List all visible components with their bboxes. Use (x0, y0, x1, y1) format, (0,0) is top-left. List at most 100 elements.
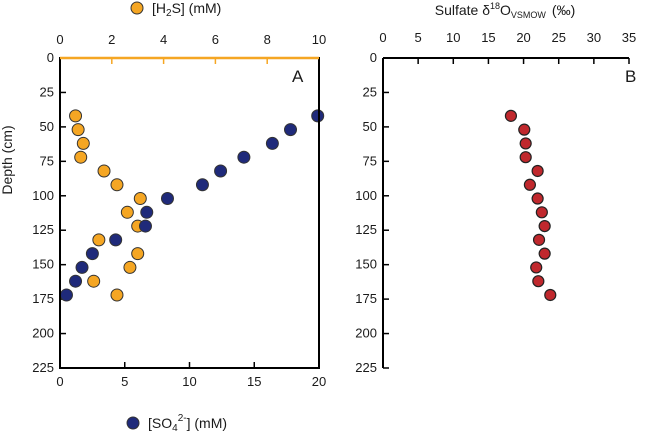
d18o-point (538, 219, 551, 233)
h2s-point (71, 123, 85, 137)
panel-a-bottom-axis-ticks: 0 5 10 15 20 (56, 362, 326, 389)
y-axis-title: Depth (cm) (0, 125, 15, 194)
so4-point (69, 274, 83, 288)
b-top-axis-tick-label: 35 (622, 30, 636, 45)
left-axis-tick-label: 50 (40, 119, 54, 134)
so4-point (284, 123, 298, 137)
d18o-point (519, 151, 532, 164)
h2s-point (92, 233, 106, 247)
h2s-point (74, 150, 88, 164)
legend-so4-label: [SO42-] (mM) (148, 413, 227, 431)
so4-point (311, 109, 325, 123)
bottom-axis-tick-label: 20 (312, 374, 326, 389)
left-axis-tick-label: 100 (32, 188, 54, 203)
legend-so4: [SO42-] (mM) (126, 413, 227, 431)
b-left-axis-tick-label: 0 (370, 50, 377, 65)
so4-point (59, 288, 73, 302)
b-left-axis-tick-label: 75 (363, 153, 377, 168)
d18o-point (518, 123, 531, 136)
b-top-axis-tick-label: 25 (551, 30, 565, 45)
panel-b-label: B (625, 67, 636, 86)
left-axis-tick-label: 200 (32, 326, 54, 341)
so4-point (85, 247, 99, 261)
left-axis-tick-label: 75 (40, 153, 54, 168)
so4-point (140, 205, 154, 219)
legend-h2s: [H2S] (mM) (130, 0, 221, 19)
b-left-axis-tick-label: 25 (363, 84, 377, 99)
d18o-point (523, 178, 536, 191)
b-top-axis-tick-label: 30 (587, 30, 601, 45)
left-axis-tick-label: 225 (32, 360, 54, 375)
b-left-axis-tick-label: 125 (355, 222, 377, 237)
b-left-axis-tick-label: 50 (363, 119, 377, 134)
left-axis-tick-label: 0 (47, 50, 54, 65)
so4-point (195, 178, 209, 192)
panel-b: Sulfate δ18OVSMOW (‰) 0 5 10 15 20 25 30 35 0 25 5… (355, 1, 636, 375)
h2s-point (76, 136, 90, 150)
h2s-point (110, 288, 124, 302)
b-top-axis-tick-label: 15 (481, 30, 495, 45)
top-axis-tick-label: 2 (108, 32, 115, 47)
top-axis-tick-label: 0 (56, 32, 63, 47)
panel-a-left-axis-ticks: 0 25 50 75 100 125 150 175 200 225 (32, 50, 66, 375)
d18o-point (532, 275, 545, 288)
d18o-point (531, 164, 544, 178)
d18o-point (519, 137, 532, 150)
d18o-point (535, 206, 548, 219)
panel-a: 0 2 4 6 8 10 0 5 10 15 20 0 25 50 75 100 125 150 175 200 2… (0, 0, 326, 431)
panel-b-title: Sulfate δ18OVSMOW (‰) (435, 1, 576, 20)
b-top-axis-tick-label: 5 (415, 30, 422, 45)
d18o-point (532, 233, 546, 246)
h2s-point (120, 205, 134, 219)
panel-a-frame (59, 57, 320, 369)
d18o-point (531, 192, 544, 205)
so4-point (109, 233, 123, 247)
d18o-point (544, 288, 557, 302)
b-left-axis-tick-label: 175 (355, 291, 377, 306)
left-axis-tick-label: 175 (32, 291, 54, 306)
so4-point (237, 150, 251, 164)
b-top-axis-tick-label: 10 (446, 30, 460, 45)
legend-h2s-marker (130, 1, 144, 15)
b-top-axis-tick-label: 0 (379, 30, 386, 45)
h2s-point (131, 247, 145, 261)
d18o-point (504, 109, 518, 122)
legend-so4-marker (126, 416, 140, 430)
panel-a-points (59, 109, 325, 302)
top-axis-tick-label: 6 (212, 32, 219, 47)
b-left-axis-tick-label: 150 (355, 257, 377, 272)
b-left-axis-tick-label: 225 (355, 360, 377, 375)
bottom-axis-tick-label: 0 (56, 374, 63, 389)
panel-b-top-axis-ticks: 0 5 10 15 20 25 30 35 (379, 30, 636, 64)
bottom-axis-tick-label: 5 (121, 374, 128, 389)
left-axis-tick-label: 125 (32, 222, 54, 237)
d18o-point (538, 247, 551, 260)
h2s-point (87, 274, 101, 288)
h2s-point (97, 164, 111, 178)
top-axis-tick-label: 4 (160, 32, 167, 47)
panel-b-points (504, 109, 557, 302)
top-axis-tick-label: 8 (264, 32, 271, 47)
left-axis-tick-label: 150 (32, 257, 54, 272)
b-left-axis-tick-label: 200 (355, 326, 377, 341)
so4-point (214, 164, 228, 178)
h2s-point (123, 260, 137, 274)
panel-a-top-axis-ticks: 0 2 4 6 8 10 (56, 32, 326, 64)
so4-point (138, 219, 152, 233)
bottom-axis-tick-label: 10 (182, 374, 196, 389)
so4-point (160, 192, 174, 206)
h2s-point (133, 192, 147, 206)
b-left-axis-tick-label: 100 (355, 188, 377, 203)
bottom-axis-tick-label: 15 (247, 374, 261, 389)
b-top-axis-tick-label: 20 (516, 30, 530, 45)
h2s-point (69, 109, 83, 123)
so4-point (75, 260, 89, 274)
h2s-point (110, 178, 124, 192)
left-axis-tick-label: 25 (40, 84, 54, 99)
d18o-point (530, 261, 543, 274)
panel-a-label: A (292, 67, 304, 86)
legend-h2s-label: [H2S] (mM) (152, 0, 221, 19)
top-axis-tick-label: 10 (312, 32, 326, 47)
so4-point (265, 136, 279, 150)
